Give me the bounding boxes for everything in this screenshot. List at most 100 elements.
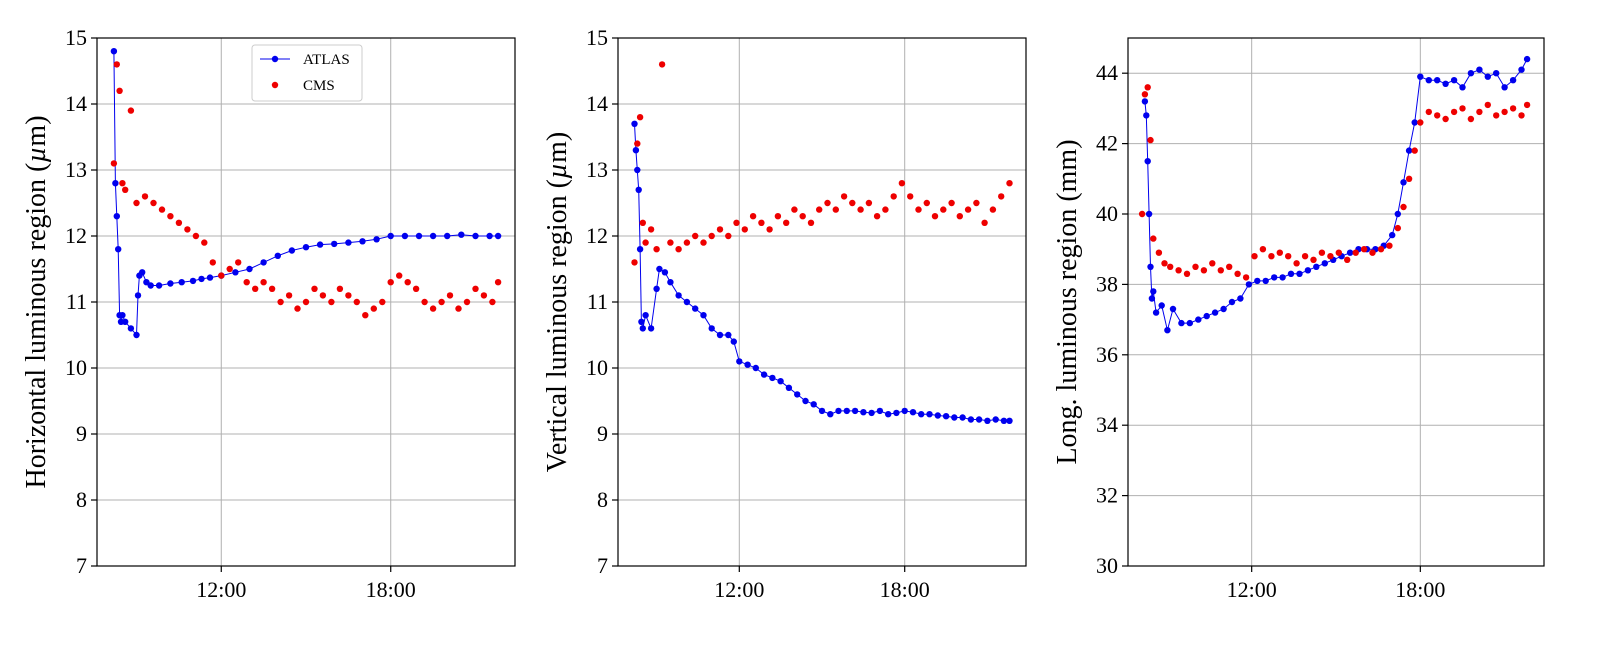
y-tick-label: 9 (597, 421, 608, 446)
cms-point (494, 279, 502, 286)
atlas-point (415, 232, 423, 240)
atlas-point (110, 48, 118, 55)
atlas-point (851, 407, 859, 415)
atlas-point (147, 282, 154, 289)
legend-cms-label: CMS (303, 78, 335, 94)
plot-frame (1127, 37, 1545, 567)
cms-point (783, 219, 790, 226)
atlas-point (1279, 274, 1286, 281)
cms-point (489, 298, 496, 306)
cms-point (404, 279, 411, 286)
cms-point (1251, 253, 1258, 260)
cms-point (353, 298, 360, 306)
cms-point (1434, 112, 1441, 119)
atlas-point (1228, 298, 1236, 306)
y-tick-label: 30 (1096, 553, 1118, 578)
atlas-point (1467, 70, 1475, 77)
ticks: 7 8 9 10 11 12 13 14 15 12:00 18:00 (65, 25, 416, 602)
cms-point (1467, 115, 1475, 123)
cms-point (857, 206, 864, 213)
cms-point (1523, 101, 1531, 109)
atlas-point (458, 231, 465, 238)
atlas-point (634, 166, 641, 174)
cms-point (429, 305, 437, 312)
cms-point (1226, 263, 1233, 270)
cms-point (799, 213, 806, 220)
cms-point (1484, 101, 1492, 109)
cms-point (1352, 249, 1359, 256)
atlas-point (1164, 327, 1171, 334)
y-tick-label: 13 (586, 157, 608, 182)
atlas-point (1262, 277, 1269, 285)
cms-point (1138, 210, 1146, 218)
cms-point (1167, 263, 1174, 270)
y-axis-label-pre: Vertical luminous region ( (542, 179, 573, 472)
cms-point (989, 206, 997, 213)
cms-point (1369, 249, 1376, 256)
cms-point (1144, 84, 1151, 91)
atlas-point (716, 331, 724, 339)
atlas-point (1147, 263, 1154, 270)
y-tick-label: 12 (586, 223, 608, 248)
cms-point (653, 246, 660, 253)
cms-point (1360, 246, 1368, 253)
cms-point (1442, 115, 1449, 123)
cms-point (931, 213, 939, 220)
cms-point (1147, 136, 1154, 144)
cms-point (1234, 270, 1241, 277)
atlas-point (934, 412, 941, 419)
atlas-point (1304, 267, 1312, 274)
atlas-point (1144, 158, 1151, 165)
atlas-point (1152, 309, 1160, 316)
legend-atlas-label: ATLAS (303, 52, 350, 68)
atlas-point (661, 269, 669, 276)
atlas-point (1411, 119, 1418, 126)
atlas-point (1254, 277, 1261, 285)
x-tick-label: 18:00 (366, 577, 416, 602)
cms-point (716, 226, 724, 233)
cms-point (311, 285, 318, 292)
legend-atlas-marker (271, 55, 279, 63)
atlas-point (206, 274, 214, 281)
atlas-point (119, 312, 126, 319)
cms-point (472, 285, 479, 292)
y-tick-label: 13 (65, 157, 87, 182)
cms-point (446, 292, 454, 299)
vertical-luminous-panel: Vertical luminous region (µm) 7 8 9 10 11 12 1… (542, 25, 1027, 602)
cms-point (252, 285, 259, 292)
atlas-point (1389, 231, 1396, 239)
cms-point (1183, 270, 1191, 277)
cms-point (110, 160, 118, 167)
horizontal-luminous-panel: Horizontal luminous region (µm) 7 8 9 10 11 1… (21, 25, 516, 602)
atlas-point (1150, 288, 1157, 295)
cms-point (1405, 175, 1413, 182)
atlas-point (189, 277, 197, 285)
atlas-point (1425, 77, 1433, 84)
atlas-point (818, 407, 826, 415)
atlas-point (1394, 210, 1402, 218)
atlas-point (115, 246, 122, 253)
atlas-point (1523, 55, 1531, 63)
atlas-point (769, 374, 776, 382)
y-tick-label: 14 (586, 91, 608, 116)
cms-point (1276, 249, 1284, 256)
cms-point (791, 206, 798, 213)
y-tick-label: 10 (65, 355, 87, 380)
cms-point (1509, 105, 1517, 112)
cms-point (1141, 91, 1149, 98)
y-tick-label: 40 (1096, 201, 1118, 226)
cms-point (336, 285, 344, 292)
atlas-series (631, 120, 1013, 424)
atlas-point (802, 397, 809, 405)
atlas-point (246, 265, 253, 273)
atlas-point (785, 384, 793, 391)
atlas-point (1245, 281, 1253, 288)
atlas-point (429, 232, 437, 240)
atlas-point (1195, 316, 1202, 323)
atlas-point (730, 338, 737, 345)
cms-point (1327, 253, 1334, 260)
cms-point (923, 199, 930, 207)
atlas-point (942, 413, 950, 420)
atlas-point (1141, 98, 1149, 105)
cms-point (1285, 253, 1292, 260)
